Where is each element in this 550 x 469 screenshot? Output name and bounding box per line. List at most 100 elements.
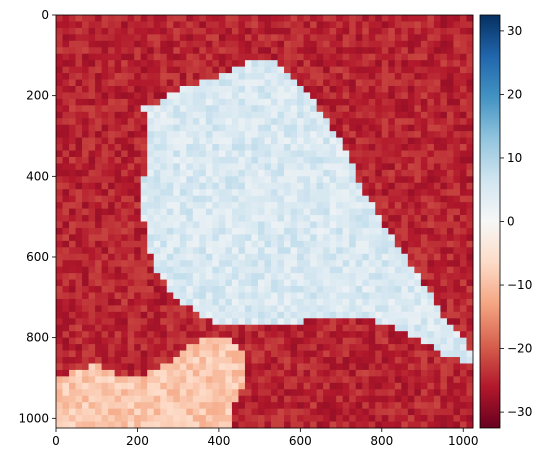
heatmap-cell (316, 163, 324, 171)
heatmap-cell (173, 156, 181, 164)
heatmap-cell (69, 111, 76, 119)
heatmap-cell (244, 189, 252, 197)
heatmap-cell (186, 286, 194, 293)
heatmap-cell (69, 402, 76, 410)
heatmap-cell (453, 253, 461, 261)
heatmap-cell (257, 337, 265, 345)
heatmap-cell (368, 253, 376, 261)
heatmap-cell (303, 292, 311, 300)
heatmap-cell (69, 40, 76, 48)
heatmap-cell (82, 234, 89, 242)
heatmap-cell (368, 260, 376, 268)
heatmap-cell (225, 382, 233, 390)
heatmap-cell (433, 311, 441, 319)
heatmap-cell (244, 156, 252, 164)
heatmap-cell (342, 27, 350, 35)
heatmap-cell (205, 369, 213, 377)
heatmap-cell (342, 395, 350, 403)
heatmap-cell (121, 369, 129, 377)
heatmap-cell (316, 363, 324, 371)
heatmap-cell (218, 331, 226, 339)
x-tick-label: 800 (370, 434, 393, 448)
heatmap-cell (316, 111, 324, 119)
heatmap-cell (121, 131, 129, 139)
heatmap-cell (82, 189, 89, 197)
heatmap-cell (336, 260, 344, 268)
heatmap-cell (88, 298, 96, 306)
heatmap-cell (336, 208, 344, 216)
heatmap-cell (218, 163, 226, 171)
heatmap-cell (271, 92, 278, 100)
heatmap-cell (218, 305, 226, 313)
heatmap-cell (394, 221, 402, 229)
heatmap-cell (329, 85, 337, 93)
heatmap-cell (342, 286, 350, 293)
heatmap-cell (192, 221, 200, 229)
heatmap-cell (316, 221, 324, 229)
heatmap-cell (192, 182, 200, 190)
heatmap-cell (349, 169, 357, 177)
heatmap-cell (108, 208, 116, 216)
heatmap-cell (459, 240, 467, 248)
heatmap-cell (420, 53, 428, 61)
heatmap-cell (121, 363, 129, 371)
heatmap-cell (166, 350, 174, 358)
heatmap-cell (401, 215, 409, 222)
heatmap-cell (349, 421, 357, 429)
heatmap-cell (205, 182, 213, 190)
heatmap-cell (251, 286, 259, 293)
heatmap-cell (453, 150, 461, 158)
heatmap-cell (446, 305, 454, 313)
heatmap-cell (205, 331, 213, 339)
heatmap-cell (310, 118, 318, 126)
heatmap-cell (231, 331, 239, 339)
heatmap-cell (62, 189, 70, 197)
heatmap-cell (440, 286, 448, 293)
heatmap-cell (342, 169, 350, 177)
heatmap-cell (362, 234, 370, 242)
heatmap-cell (82, 376, 89, 384)
heatmap-cell (251, 85, 259, 93)
heatmap-cell (95, 105, 103, 113)
heatmap-cell (414, 105, 422, 113)
heatmap-cell (290, 376, 298, 384)
heatmap-cell (316, 73, 324, 80)
heatmap-cell (251, 311, 259, 319)
heatmap-cell (186, 382, 194, 390)
heatmap-cell (62, 27, 70, 35)
heatmap-cell (466, 344, 474, 351)
heatmap-cell (56, 221, 63, 229)
heatmap-cell (375, 240, 383, 248)
heatmap-cell (257, 389, 265, 397)
heatmap-cell (160, 253, 168, 261)
heatmap-cell (160, 131, 168, 139)
heatmap-cell (388, 357, 396, 364)
heatmap-cell (290, 40, 298, 48)
heatmap-cell (56, 279, 63, 287)
heatmap-cell (401, 318, 409, 326)
heatmap-cell (446, 221, 454, 229)
heatmap-cell (277, 137, 285, 145)
heatmap-cell (407, 202, 415, 209)
heatmap-cell (147, 79, 155, 87)
heatmap-cell (427, 66, 435, 74)
heatmap-cell (238, 189, 246, 197)
heatmap-cell (459, 286, 467, 293)
heatmap-cell (199, 60, 207, 68)
heatmap-cell (420, 189, 428, 197)
heatmap-cell (173, 350, 181, 358)
heatmap-cell (257, 195, 265, 203)
heatmap-cell (427, 40, 435, 48)
heatmap-cell (290, 305, 298, 313)
heatmap-cell (231, 73, 239, 80)
heatmap-cell (108, 66, 116, 74)
heatmap-cell (121, 40, 129, 48)
heatmap-cell (440, 144, 448, 151)
heatmap-cell (82, 292, 89, 300)
heatmap-cell (173, 169, 181, 177)
heatmap-cell (271, 234, 278, 242)
heatmap-cell (349, 324, 357, 332)
heatmap-cell (88, 144, 96, 151)
heatmap-cell (205, 311, 213, 319)
heatmap-cell (160, 408, 168, 416)
